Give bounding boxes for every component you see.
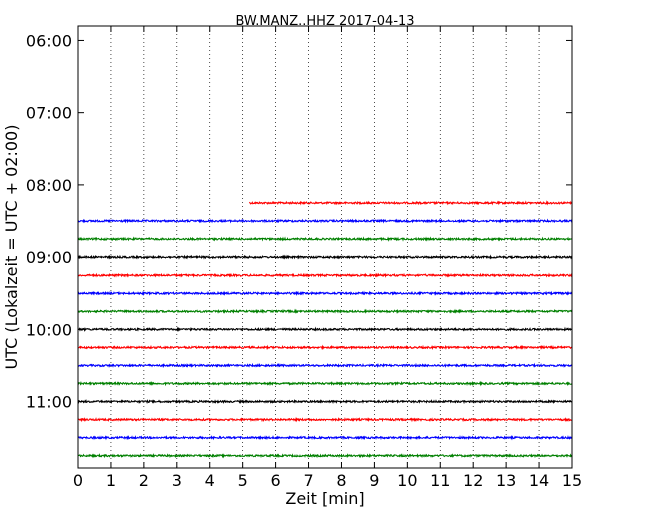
x-gridlines xyxy=(110,26,540,468)
y-axis-ticks: 06:00 07:00 08:00 09:00 10:00 11:00 xyxy=(26,31,572,412)
x-tick-label: 3 xyxy=(172,471,182,490)
y-tick-label: 10:00 xyxy=(26,320,72,339)
seismic-trace-line xyxy=(77,254,573,260)
seismic-trace-line xyxy=(77,236,573,242)
x-tick-label: 11 xyxy=(430,471,450,490)
x-tick-label: 4 xyxy=(205,471,215,490)
x-tick-label: 9 xyxy=(369,471,379,490)
seismic-trace-line xyxy=(77,290,573,297)
x-tick-label: 13 xyxy=(496,471,516,490)
seismic-trace-line xyxy=(77,362,573,369)
seismic-trace-line xyxy=(77,380,573,387)
seismic-trace-line xyxy=(77,398,573,405)
y-tick-label: 07:00 xyxy=(26,104,72,123)
y-tick-label: 06:00 xyxy=(26,31,72,50)
seismic-trace-line xyxy=(77,218,573,224)
x-tick-label: 2 xyxy=(139,471,149,490)
seismic-trace-line xyxy=(77,434,573,441)
seismic-trace-line xyxy=(248,200,573,206)
seismic-trace-line xyxy=(77,452,573,459)
x-tick-label: 0 xyxy=(73,471,83,490)
seismic-trace-line xyxy=(77,326,573,333)
plot-frame xyxy=(77,25,573,469)
x-tick-label: 8 xyxy=(336,471,346,490)
x-tick-label: 12 xyxy=(463,471,483,490)
x-tick-label: 7 xyxy=(303,471,313,490)
seismic-trace-line xyxy=(77,344,573,351)
y-tick-label: 09:00 xyxy=(26,248,72,267)
x-tick-label: 10 xyxy=(397,471,417,490)
y-axis-label: UTC (Lokalzeit = UTC + 02:00) xyxy=(2,125,21,370)
seismic-trace-line xyxy=(77,308,573,314)
x-tick-label: 14 xyxy=(529,471,549,490)
seismic-trace-line xyxy=(77,416,573,423)
x-tick-label: 1 xyxy=(106,471,116,490)
x-tick-label: 15 xyxy=(562,471,582,490)
x-axis-ticks: 0 1 2 3 4 5 6 7 8 9 10 11 12 13 14 15 xyxy=(73,26,582,490)
y-tick-label: 08:00 xyxy=(26,176,72,195)
y-tick-label: 11:00 xyxy=(26,393,72,412)
seismic-trace-line xyxy=(77,272,573,278)
x-tick-label: 6 xyxy=(271,471,281,490)
x-axis-label: Zeit [min] xyxy=(285,489,364,508)
chart-title: BW.MANZ..HHZ 2017-04-13 xyxy=(235,14,414,29)
x-tick-label: 5 xyxy=(238,471,248,490)
seismic-traces xyxy=(77,200,573,459)
